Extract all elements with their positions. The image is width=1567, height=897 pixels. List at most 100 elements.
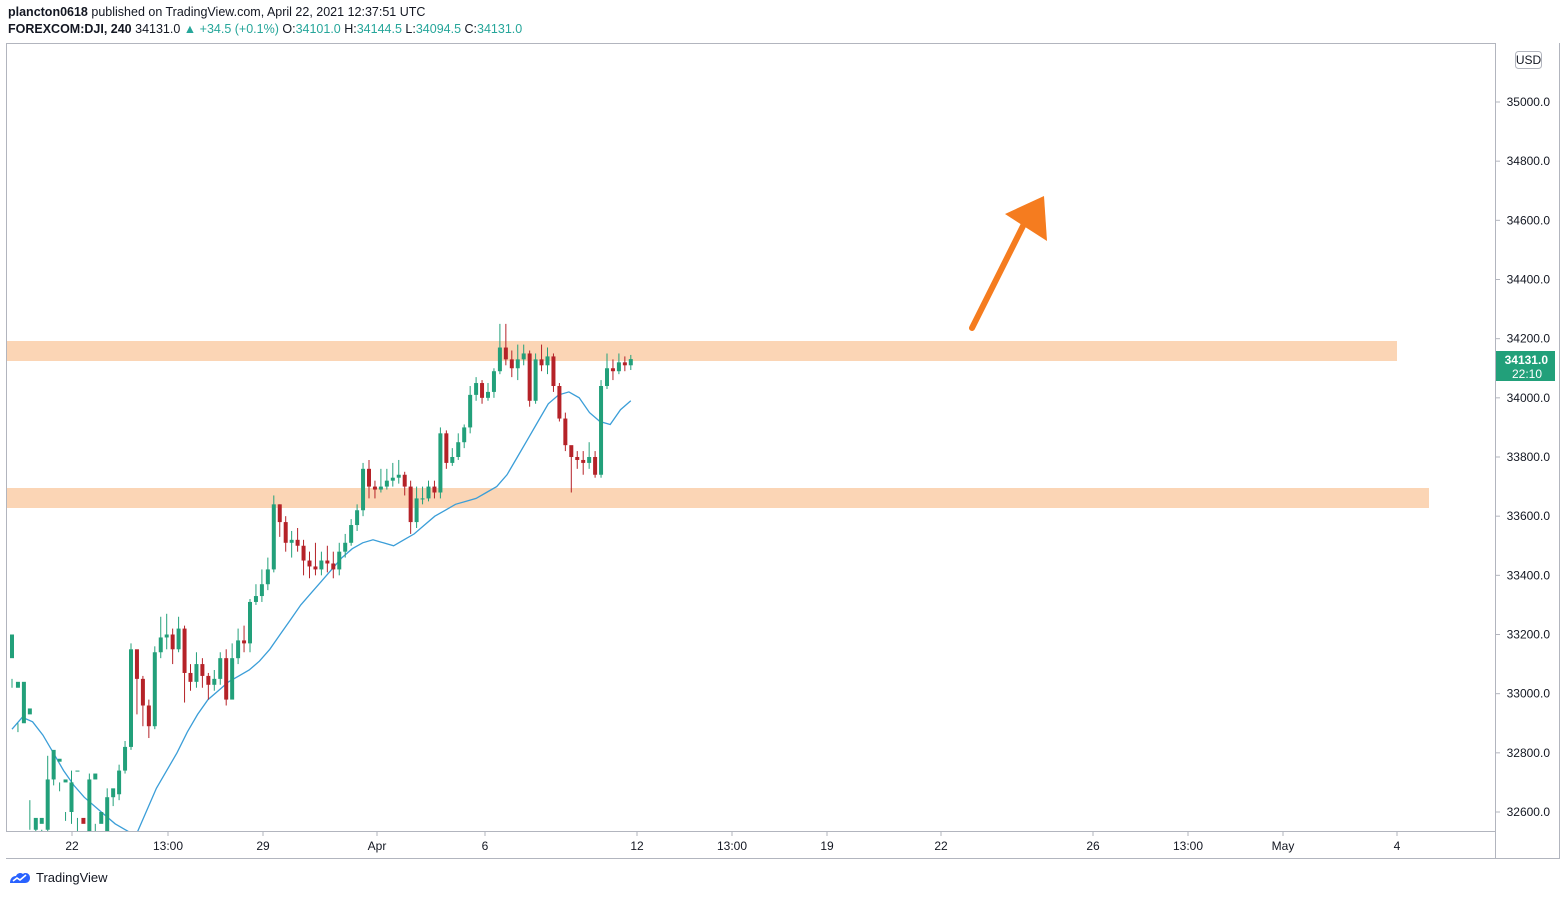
publish-info: published on TradingView.com, April 22, …	[91, 5, 426, 19]
candle-body	[414, 498, 419, 523]
candle-body	[587, 457, 592, 463]
last-price-value: 34131.0	[1505, 353, 1549, 367]
candle-body	[605, 368, 609, 386]
price-chart[interactable]: 35000.0 34800.0 34600.0 34400.0 34200.0 34000…	[0, 0, 1567, 865]
candle	[372, 480, 377, 499]
candle-body	[343, 542, 348, 552]
candle-body	[509, 359, 514, 369]
candle-body	[367, 468, 371, 487]
currency-badge-box	[1515, 51, 1542, 69]
candle	[313, 542, 318, 576]
footer-brand[interactable]: TradingView	[36, 870, 108, 885]
candle-body	[236, 640, 241, 659]
candle	[610, 359, 615, 381]
candle	[134, 649, 139, 715]
candle-body	[224, 658, 229, 700]
publisher-line: plancton0618 published on TradingView.co…	[8, 5, 425, 19]
candle-body	[206, 675, 211, 685]
candle	[105, 788, 110, 831]
candle	[367, 459, 371, 499]
time-tick-label: 22	[65, 839, 79, 853]
candle-body	[45, 779, 50, 830]
candle-body	[599, 386, 604, 475]
resistance-zone[interactable]	[7, 341, 1397, 361]
candle	[545, 347, 550, 375]
candle-body	[527, 353, 532, 401]
candle-body	[248, 601, 252, 644]
open-label: O:	[282, 22, 296, 36]
symbol-info-line: FOREXCOM:DJI, 240 34131.0 ▲ +34.5 (+0.1%…	[8, 22, 522, 36]
candle-body	[563, 418, 568, 446]
publisher-username[interactable]: plancton0618	[8, 5, 88, 19]
candle-body	[331, 563, 336, 570]
candle	[129, 643, 133, 750]
candle	[432, 480, 437, 499]
candle-body	[622, 362, 627, 366]
candle-body	[277, 504, 282, 523]
high-value: 34144.5	[356, 22, 402, 36]
candle-body	[610, 368, 615, 372]
candle	[569, 445, 574, 493]
candle-body	[69, 782, 74, 812]
candle-body	[325, 560, 330, 564]
candle	[57, 758, 62, 792]
candle	[69, 770, 74, 824]
candle	[307, 551, 312, 579]
candle	[420, 486, 425, 505]
currency-label: USD	[1516, 53, 1542, 67]
candle-body	[533, 359, 538, 401]
candle	[111, 788, 116, 807]
price-tick-label: 34800.0	[1507, 154, 1551, 168]
candle-body	[313, 566, 318, 570]
candle	[188, 664, 193, 691]
candle-body	[491, 371, 496, 392]
candle-body	[557, 386, 562, 419]
candle	[10, 634, 14, 688]
candle	[456, 433, 461, 460]
candle-body	[253, 596, 258, 602]
candle-body	[146, 705, 151, 727]
candle-body	[361, 468, 366, 511]
currency-badge[interactable]: USD	[1515, 51, 1542, 69]
candle	[45, 755, 50, 831]
candle	[182, 625, 187, 703]
support-zone[interactable]	[7, 488, 1429, 508]
candle	[587, 442, 592, 469]
candle-body	[194, 664, 199, 682]
candle-body	[123, 746, 128, 771]
candle	[378, 468, 383, 493]
candle	[93, 773, 98, 831]
candle	[194, 652, 199, 688]
candle	[450, 448, 455, 466]
time-tick-label: 4	[1394, 839, 1401, 853]
candle-body	[75, 770, 80, 772]
time-tick-label: Apr	[368, 839, 387, 853]
candle-body	[515, 359, 520, 369]
price-tick-label: 34200.0	[1507, 332, 1551, 346]
candle-body	[426, 486, 431, 499]
candle	[212, 670, 217, 691]
chart-pane-border	[6, 43, 1496, 832]
symbol-name[interactable]: FOREXCOM:DJI, 240	[8, 22, 132, 36]
candle-body	[182, 628, 187, 673]
candle	[200, 658, 205, 688]
candle-body	[545, 356, 550, 366]
candle	[349, 519, 354, 546]
candle	[75, 770, 80, 831]
time-axis[interactable]: 22 13:00 29 Apr 6 12 13:00 19 22 26 13:00 May 4	[65, 831, 1401, 853]
candle-body	[152, 652, 157, 727]
price-tick-label: 32800.0	[1507, 746, 1551, 760]
candle	[355, 504, 360, 531]
candle	[283, 516, 288, 552]
candle-body	[450, 457, 455, 463]
price-axis[interactable]: 35000.0 34800.0 34600.0 34400.0 34200.0 34000…	[1495, 95, 1550, 819]
candle	[271, 495, 276, 573]
candle	[551, 353, 556, 392]
candle-body	[402, 474, 407, 487]
candle	[426, 480, 431, 502]
candles-layer	[10, 323, 633, 831]
close-label: C:	[464, 22, 478, 36]
candle-body	[486, 391, 490, 398]
candle-body	[140, 678, 145, 706]
upward-arrow-annotation[interactable]	[969, 196, 1047, 331]
